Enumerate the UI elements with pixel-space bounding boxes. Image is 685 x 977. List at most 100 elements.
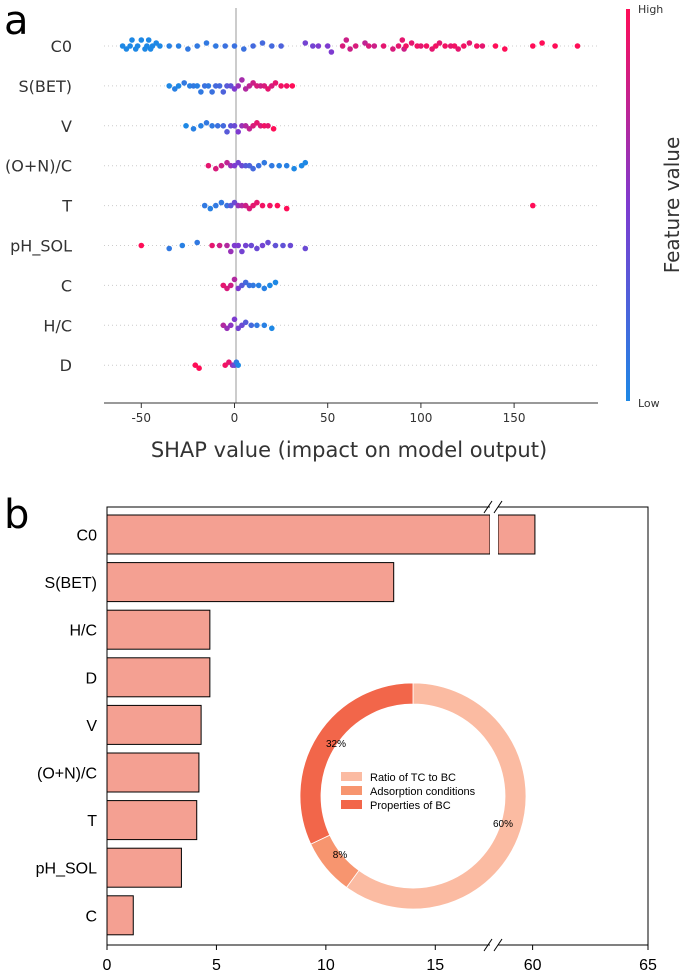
panel-b-bars — [106, 514, 536, 936]
shap-point — [209, 123, 215, 129]
shap-point — [272, 80, 279, 86]
panel-a-tick-label: 100 — [409, 411, 432, 425]
colorbar-low-label: Low — [638, 397, 660, 410]
shap-point — [231, 276, 238, 283]
bar — [106, 895, 134, 936]
shap-point — [231, 199, 238, 206]
shap-point — [153, 40, 159, 46]
panel-a-feature-label: C0 — [51, 37, 72, 56]
shap-point — [231, 86, 238, 92]
shap-point — [265, 123, 271, 129]
shap-point — [224, 159, 230, 166]
donut-legend: Ratio of TC to BC Adsorption conditions Pr… — [341, 772, 476, 812]
panel-a-tick-label: -50 — [131, 411, 151, 425]
shap-point — [166, 245, 172, 252]
shap-point — [183, 123, 189, 129]
panel-b-tick-label: 5 — [212, 957, 221, 974]
shap-point — [539, 40, 545, 46]
shap-point — [502, 46, 508, 52]
shap-point — [228, 322, 234, 329]
shap-point — [203, 40, 210, 46]
shap-point — [315, 43, 322, 49]
shap-point — [235, 129, 241, 135]
bar — [106, 847, 182, 888]
shap-point — [343, 37, 350, 43]
shap-point — [339, 43, 346, 49]
panel-b-feature-label: (O+N)/C — [37, 766, 97, 783]
panel-b-feature-labels: C0 S(BET) H/C D V (O+N)/C TpH_SOL C — [36, 528, 98, 926]
legend-swatch — [341, 786, 362, 795]
shap-point — [371, 43, 378, 49]
shap-point — [216, 83, 223, 89]
shap-point — [138, 37, 145, 43]
shap-point — [228, 202, 234, 209]
shap-point — [218, 199, 225, 206]
shap-point — [172, 86, 178, 92]
shap-point — [278, 43, 284, 49]
donut-chart — [299, 682, 527, 910]
shap-point — [269, 43, 275, 49]
shap-point — [291, 165, 297, 172]
legend-label: Properties of BC — [370, 800, 451, 812]
shap-point — [190, 126, 197, 132]
panel-a-feature-label: H/C — [43, 316, 72, 335]
shap-point — [209, 89, 215, 95]
panel-b-feature-label: D — [85, 670, 97, 687]
shap-point — [196, 365, 202, 372]
shap-point — [254, 322, 260, 329]
shap-point — [222, 362, 228, 369]
shap-point — [235, 285, 241, 292]
donut-label-ratio: 60% — [493, 819, 513, 830]
bar — [106, 704, 202, 745]
shap-point — [224, 242, 230, 249]
bar — [106, 800, 198, 841]
shap-point — [220, 123, 227, 129]
shap-point — [324, 43, 331, 49]
axis-break-mark — [483, 938, 493, 952]
shap-point — [192, 362, 199, 369]
shap-point — [134, 43, 141, 49]
shap-point — [129, 37, 135, 43]
shap-point — [123, 46, 130, 52]
shap-point — [149, 43, 156, 49]
shap-point — [310, 43, 316, 49]
shap-point — [231, 123, 238, 129]
shap-point — [224, 285, 230, 292]
shap-point — [224, 325, 230, 332]
panel-b-feature-label: pH_SOL — [36, 861, 97, 878]
shap-point — [248, 322, 255, 329]
shap-point — [278, 83, 284, 89]
shap-point — [205, 83, 212, 89]
shap-point — [492, 43, 499, 49]
shap-point — [530, 43, 536, 49]
shap-point — [220, 282, 227, 289]
shap-point — [203, 120, 210, 126]
shap-point — [119, 43, 126, 49]
colorbar-title: Feature value — [660, 137, 684, 274]
shap-point — [451, 43, 458, 49]
shap-point — [302, 159, 309, 166]
shap-point — [283, 162, 290, 169]
shap-point — [269, 162, 275, 169]
shap-point — [352, 43, 359, 49]
shap-point — [574, 43, 581, 49]
shap-point — [254, 245, 260, 252]
bar-segment — [106, 514, 491, 555]
panel-b-tick-label: 10 — [317, 957, 335, 974]
shap-point — [423, 43, 430, 49]
shap-point — [205, 162, 212, 169]
shap-point — [250, 202, 256, 209]
shap-point — [455, 46, 462, 52]
shap-point — [328, 49, 335, 55]
shap-point — [220, 89, 227, 95]
shap-point — [261, 285, 268, 292]
shap-point — [283, 205, 290, 212]
shap-point — [235, 242, 241, 249]
shap-point — [248, 242, 255, 249]
shap-point — [280, 242, 286, 249]
bar — [106, 752, 200, 793]
panel-a-x-label: SHAP value (impact on model output) — [151, 438, 547, 462]
shap-point — [231, 162, 238, 169]
panel-a-feature-label: V — [61, 117, 72, 136]
